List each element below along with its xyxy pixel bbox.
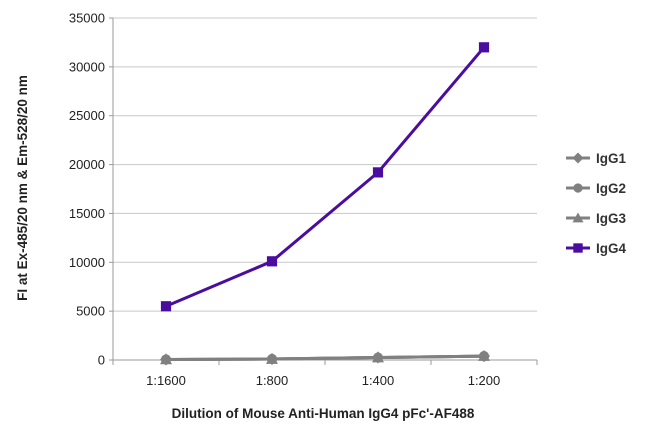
data-point-igg4 (478, 42, 490, 53)
y-tick-label: 0 (98, 353, 105, 368)
legend-item-igg4: IgG4 (566, 241, 626, 256)
y-tick-label: 10000 (69, 255, 105, 270)
series-igg4 (160, 42, 490, 312)
legend-marker (573, 183, 583, 193)
legend-item-igg1: IgG1 (566, 151, 626, 166)
x-tick-labels: 1:1600 1:800 1:400 1:200 (146, 373, 500, 388)
legend-marker (572, 212, 584, 223)
y-tick-labels: 0 5000 10000 15000 20000 25000 30000 35000 (69, 11, 105, 368)
y-tick-label: 20000 (69, 157, 105, 172)
x-axis-title: Dilution of Mouse Anti-Human IgG4 pFc'-A… (172, 406, 475, 421)
series-igg3 (160, 350, 490, 365)
legend-marker (572, 152, 584, 164)
x-tick-label: 1:200 (468, 373, 501, 388)
y-tick-label: 25000 (69, 108, 105, 123)
y-tick-label: 5000 (76, 304, 105, 319)
legend-marker (573, 243, 583, 253)
data-point-igg4 (372, 167, 384, 178)
legend-label: IgG1 (596, 151, 626, 166)
gridlines (113, 17, 537, 312)
legend-item-igg2: IgG2 (566, 181, 626, 196)
series-line-igg3 (165, 354, 485, 362)
data-point-igg3 (372, 351, 384, 363)
x-tick-label: 1:1600 (146, 373, 186, 388)
legend: IgG1 IgG2 IgG3 IgG4 (566, 151, 626, 256)
data-point-igg3 (266, 353, 278, 364)
y-axis-title: FI at Ex-485/20 nm & Em-528/20 nm (15, 75, 30, 301)
y-tick-label: 30000 (69, 59, 105, 74)
legend-label: IgG2 (596, 181, 626, 196)
data-point-igg3 (478, 350, 490, 361)
y-tick-label: 35000 (69, 11, 105, 26)
data-point-igg3 (160, 353, 172, 365)
data-point-igg4 (160, 301, 172, 312)
axes (109, 17, 538, 365)
series-line-igg4 (165, 46, 486, 308)
legend-label: IgG4 (596, 241, 626, 256)
data-point-igg4 (266, 256, 278, 267)
y-tick-label: 15000 (69, 206, 105, 221)
series-group (160, 42, 490, 366)
legend-label: IgG3 (596, 211, 626, 226)
x-tick-label: 1:800 (256, 373, 289, 388)
x-tick-label: 1:400 (362, 373, 395, 388)
legend-item-igg3: IgG3 (566, 211, 626, 226)
